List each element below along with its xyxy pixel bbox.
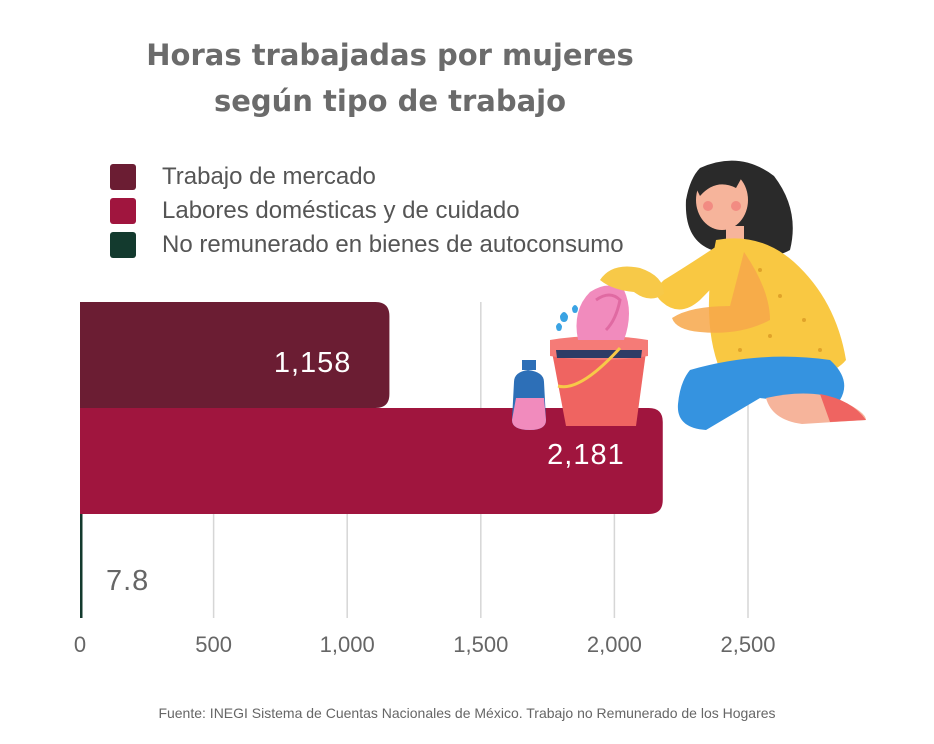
x-tick-label-2000: 2,000 (587, 632, 642, 657)
legend-label-domestic: Labores domésticas y de cuidado (162, 197, 520, 224)
legend-item-domestic: Labores domésticas y de cuidado (110, 194, 624, 228)
bar-1 (80, 302, 390, 408)
x-tick-label-500: 500 (195, 632, 232, 657)
chart-legend: Trabajo de mercado Labores domésticas y … (110, 160, 624, 262)
legend-item-market: Trabajo de mercado (110, 160, 624, 194)
legend-item-selfconsumption: No remunerado en bienes de autoconsumo (110, 228, 624, 262)
x-tick-label-0: 0 (74, 632, 86, 657)
legend-label-selfconsumption: No remunerado en bienes de autoconsumo (162, 231, 624, 258)
chart-title: Horas trabajadas por mujeres según tipo … (80, 32, 700, 124)
legend-swatch-domestic (110, 198, 136, 224)
woman-cleaning-bucket-illustration (512, 160, 866, 430)
legend-label-market: Trabajo de mercado (162, 163, 376, 190)
x-tick-label-2500: 2,500 (720, 632, 775, 657)
source-note: Fuente: INEGI Sistema de Cuentas Naciona… (158, 705, 776, 721)
chart-title-line-1: Horas trabajadas por mujeres (146, 38, 634, 72)
x-tick-label-1000: 1,000 (320, 632, 375, 657)
x-tick-label-1500: 1,500 (453, 632, 508, 657)
chart-title-line-2: según tipo de trabajo (213, 84, 567, 118)
legend-swatch-selfconsumption (110, 232, 136, 258)
bar-3 (80, 514, 83, 618)
bar-value-label-1: 1,158 (274, 347, 352, 379)
bar-value-label-3: 7.8 (106, 565, 149, 597)
bar-value-label-2: 2,181 (547, 439, 625, 471)
bar-2 (80, 408, 663, 514)
legend-swatch-market (110, 164, 136, 190)
